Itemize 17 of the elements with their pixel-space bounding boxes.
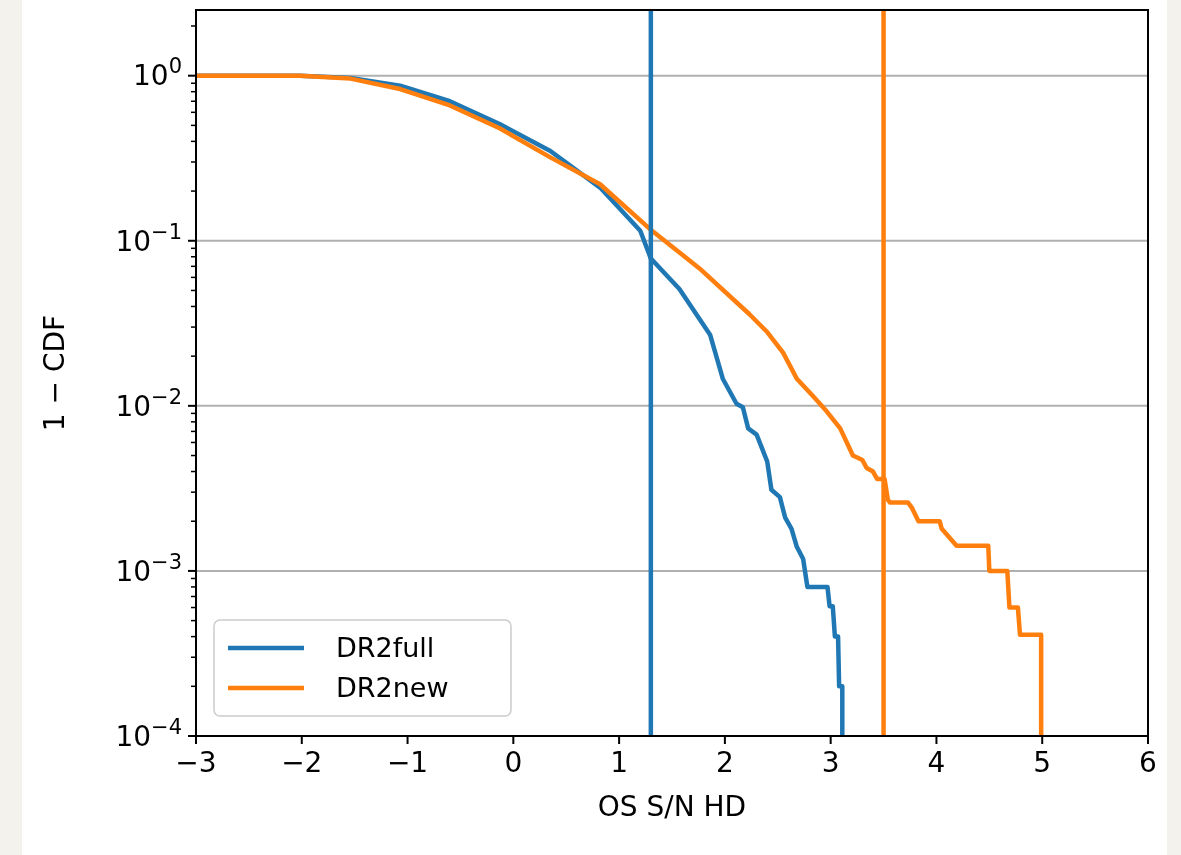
x-tick-label: 2 (715, 746, 734, 779)
legend-label: DR2full (336, 632, 435, 664)
y-tick-label: 10$^{−2}$ (115, 384, 182, 423)
y-tick-label: 10$^{0}$ (132, 54, 182, 93)
x-tick-label: 4 (927, 746, 946, 779)
x-axis-title: OS S/N HD (597, 790, 747, 823)
x-tick-label: 5 (1033, 746, 1052, 779)
y-tick-label: 10$^{−1}$ (115, 219, 182, 258)
x-tick-label: 1 (610, 746, 629, 779)
y-axis-title: 1 − CDF (38, 314, 71, 432)
legend-label: DR2new (336, 672, 449, 704)
y-tick-label: 10$^{−3}$ (115, 549, 182, 588)
x-tick-label: 0 (504, 746, 523, 779)
x-tick-label: −2 (281, 746, 323, 779)
x-tick-label: 6 (1139, 746, 1157, 779)
x-tick-label: −1 (386, 746, 429, 779)
x-tick-label: 3 (821, 746, 840, 779)
